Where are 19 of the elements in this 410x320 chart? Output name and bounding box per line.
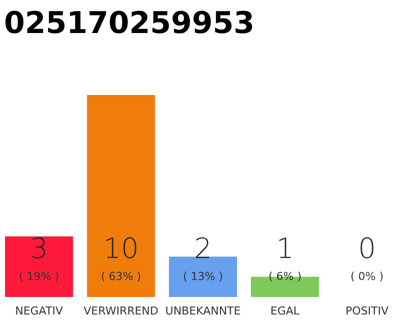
chart-title: 025170259953 (4, 6, 254, 41)
x-tick-label: EGAL (270, 304, 300, 318)
annotation: ( 6% ) (268, 270, 302, 283)
x-tick-label: NEGATIV (15, 304, 64, 318)
annotation: ( 63% ) (100, 270, 142, 283)
annotation: ( 19% ) (19, 270, 60, 283)
data-label: 1 (276, 232, 294, 265)
bar (5, 236, 74, 297)
x-tick-label: UNBEKANNTE (165, 304, 241, 318)
annotation: ( 0% ) (350, 270, 384, 283)
x-tick-label: VERWIRREND (84, 304, 158, 318)
annotation: ( 13% ) (182, 270, 224, 283)
x-tick-label: POSITIV (345, 304, 389, 318)
data-label: 10 (103, 232, 139, 265)
bar (86, 95, 156, 297)
data-label: 0 (358, 232, 376, 265)
data-label: 3 (30, 232, 48, 265)
bar (168, 256, 238, 297)
data-label: 2 (194, 232, 212, 265)
